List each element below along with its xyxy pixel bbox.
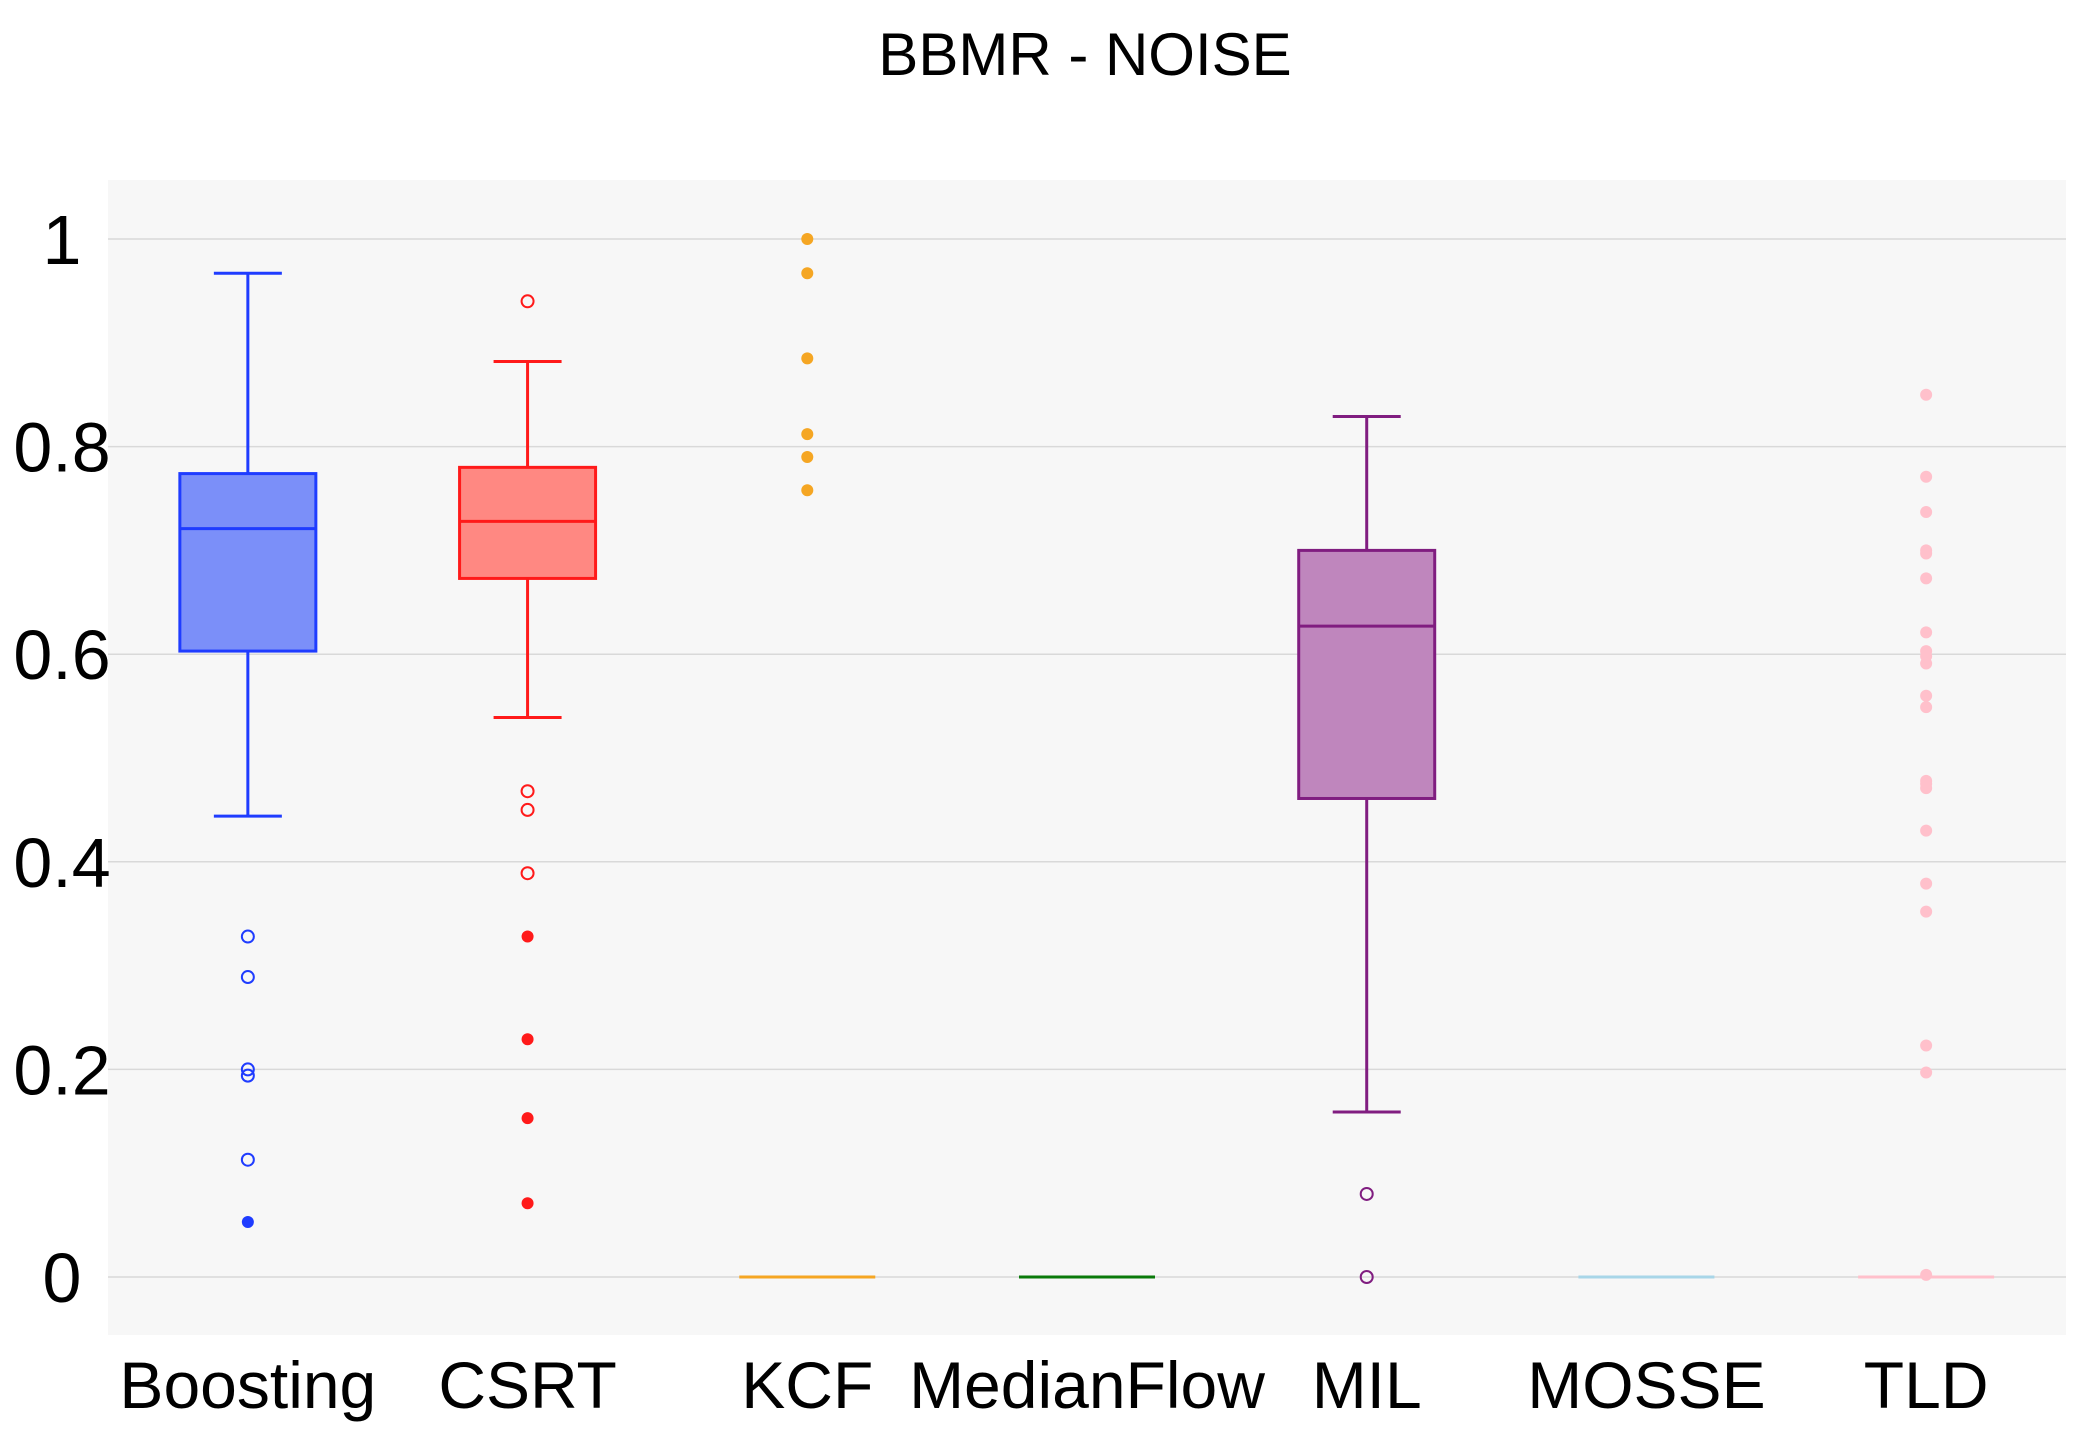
outlier-point-filled <box>1920 1039 1933 1052</box>
x-tick-label: MIL <box>1312 1348 1422 1422</box>
x-tick-label: CSRT <box>438 1348 616 1422</box>
y-tick-label: 0.8 <box>13 409 110 487</box>
outlier-point-filled <box>801 450 814 463</box>
outlier-point <box>240 970 255 985</box>
outlier-point-filled <box>1920 505 1933 518</box>
box-iqr <box>178 472 318 653</box>
gridlines <box>108 238 2066 1278</box>
outlier-point <box>520 784 535 799</box>
x-tick-label: TLD <box>1864 1348 1989 1422</box>
outlier-point-filled <box>1920 824 1933 837</box>
outlier-point <box>520 866 535 881</box>
outlier-point-filled <box>1920 547 1933 560</box>
box-group <box>458 294 598 1210</box>
outlier-point <box>240 1068 255 1083</box>
y-tick-label: 0.2 <box>13 1031 110 1109</box>
box-iqr <box>1297 548 1437 800</box>
outlier-point-filled <box>521 1112 534 1125</box>
outlier-point-filled <box>1920 701 1933 714</box>
plot-area <box>108 180 2066 1335</box>
chart-title: BBMR - NOISE <box>878 21 1291 88</box>
x-tick-label: MedianFlow <box>909 1348 1265 1422</box>
outlier-point-filled <box>521 1033 534 1046</box>
outlier-point <box>240 929 255 944</box>
outlier-point-filled <box>801 233 814 245</box>
outlier-point-filled <box>1920 626 1933 639</box>
x-tick-label: Boosting <box>119 1348 376 1422</box>
outlier-point-filled <box>521 930 534 943</box>
outlier-point-filled <box>1920 1268 1933 1281</box>
outlier-point <box>1359 1270 1374 1284</box>
outlier-point-filled <box>521 1197 534 1210</box>
x-tick-label: KCF <box>741 1348 873 1422</box>
outlier-point-filled <box>801 267 814 280</box>
y-axis: 0 0.2 0.4 0.6 0.8 1 <box>13 201 110 1317</box>
outlier-point-filled <box>1920 877 1933 890</box>
outlier-point-filled <box>1920 657 1933 670</box>
box-group <box>1858 388 1995 1281</box>
outlier-point <box>520 802 535 817</box>
box-series <box>178 233 1995 1284</box>
outlier-point-filled <box>801 352 814 365</box>
outlier-point-filled <box>1920 388 1933 401</box>
y-tick-label: 0 <box>43 1239 82 1317</box>
outlier-point <box>1359 1186 1374 1201</box>
outlier-point-filled <box>241 1215 254 1228</box>
outlier-point-filled <box>1920 689 1933 702</box>
outlier-point-filled <box>1920 782 1933 795</box>
outlier-point <box>520 294 535 309</box>
x-tick-label: MOSSE <box>1527 1348 1765 1422</box>
outlier-point-filled <box>1920 572 1933 585</box>
outlier-point-filled <box>1920 470 1933 483</box>
outlier-point-filled <box>801 428 814 441</box>
y-tick-label: 0.4 <box>13 824 110 902</box>
outlier-point-filled <box>1920 1066 1933 1079</box>
outlier-point <box>240 1062 255 1077</box>
box-group <box>1297 414 1437 1284</box>
box-group <box>178 271 318 1228</box>
y-tick-label: 0.6 <box>13 616 110 694</box>
x-axis: Boosting CSRT KCF MedianFlow MIL MOSSE TLD <box>119 1348 1988 1422</box>
outlier-point-filled <box>1920 905 1933 918</box>
outlier-point <box>240 1152 255 1167</box>
box-group <box>739 233 876 1279</box>
y-tick-label: 1 <box>43 201 82 279</box>
outlier-point-filled <box>801 484 814 497</box>
box-iqr <box>458 465 598 580</box>
